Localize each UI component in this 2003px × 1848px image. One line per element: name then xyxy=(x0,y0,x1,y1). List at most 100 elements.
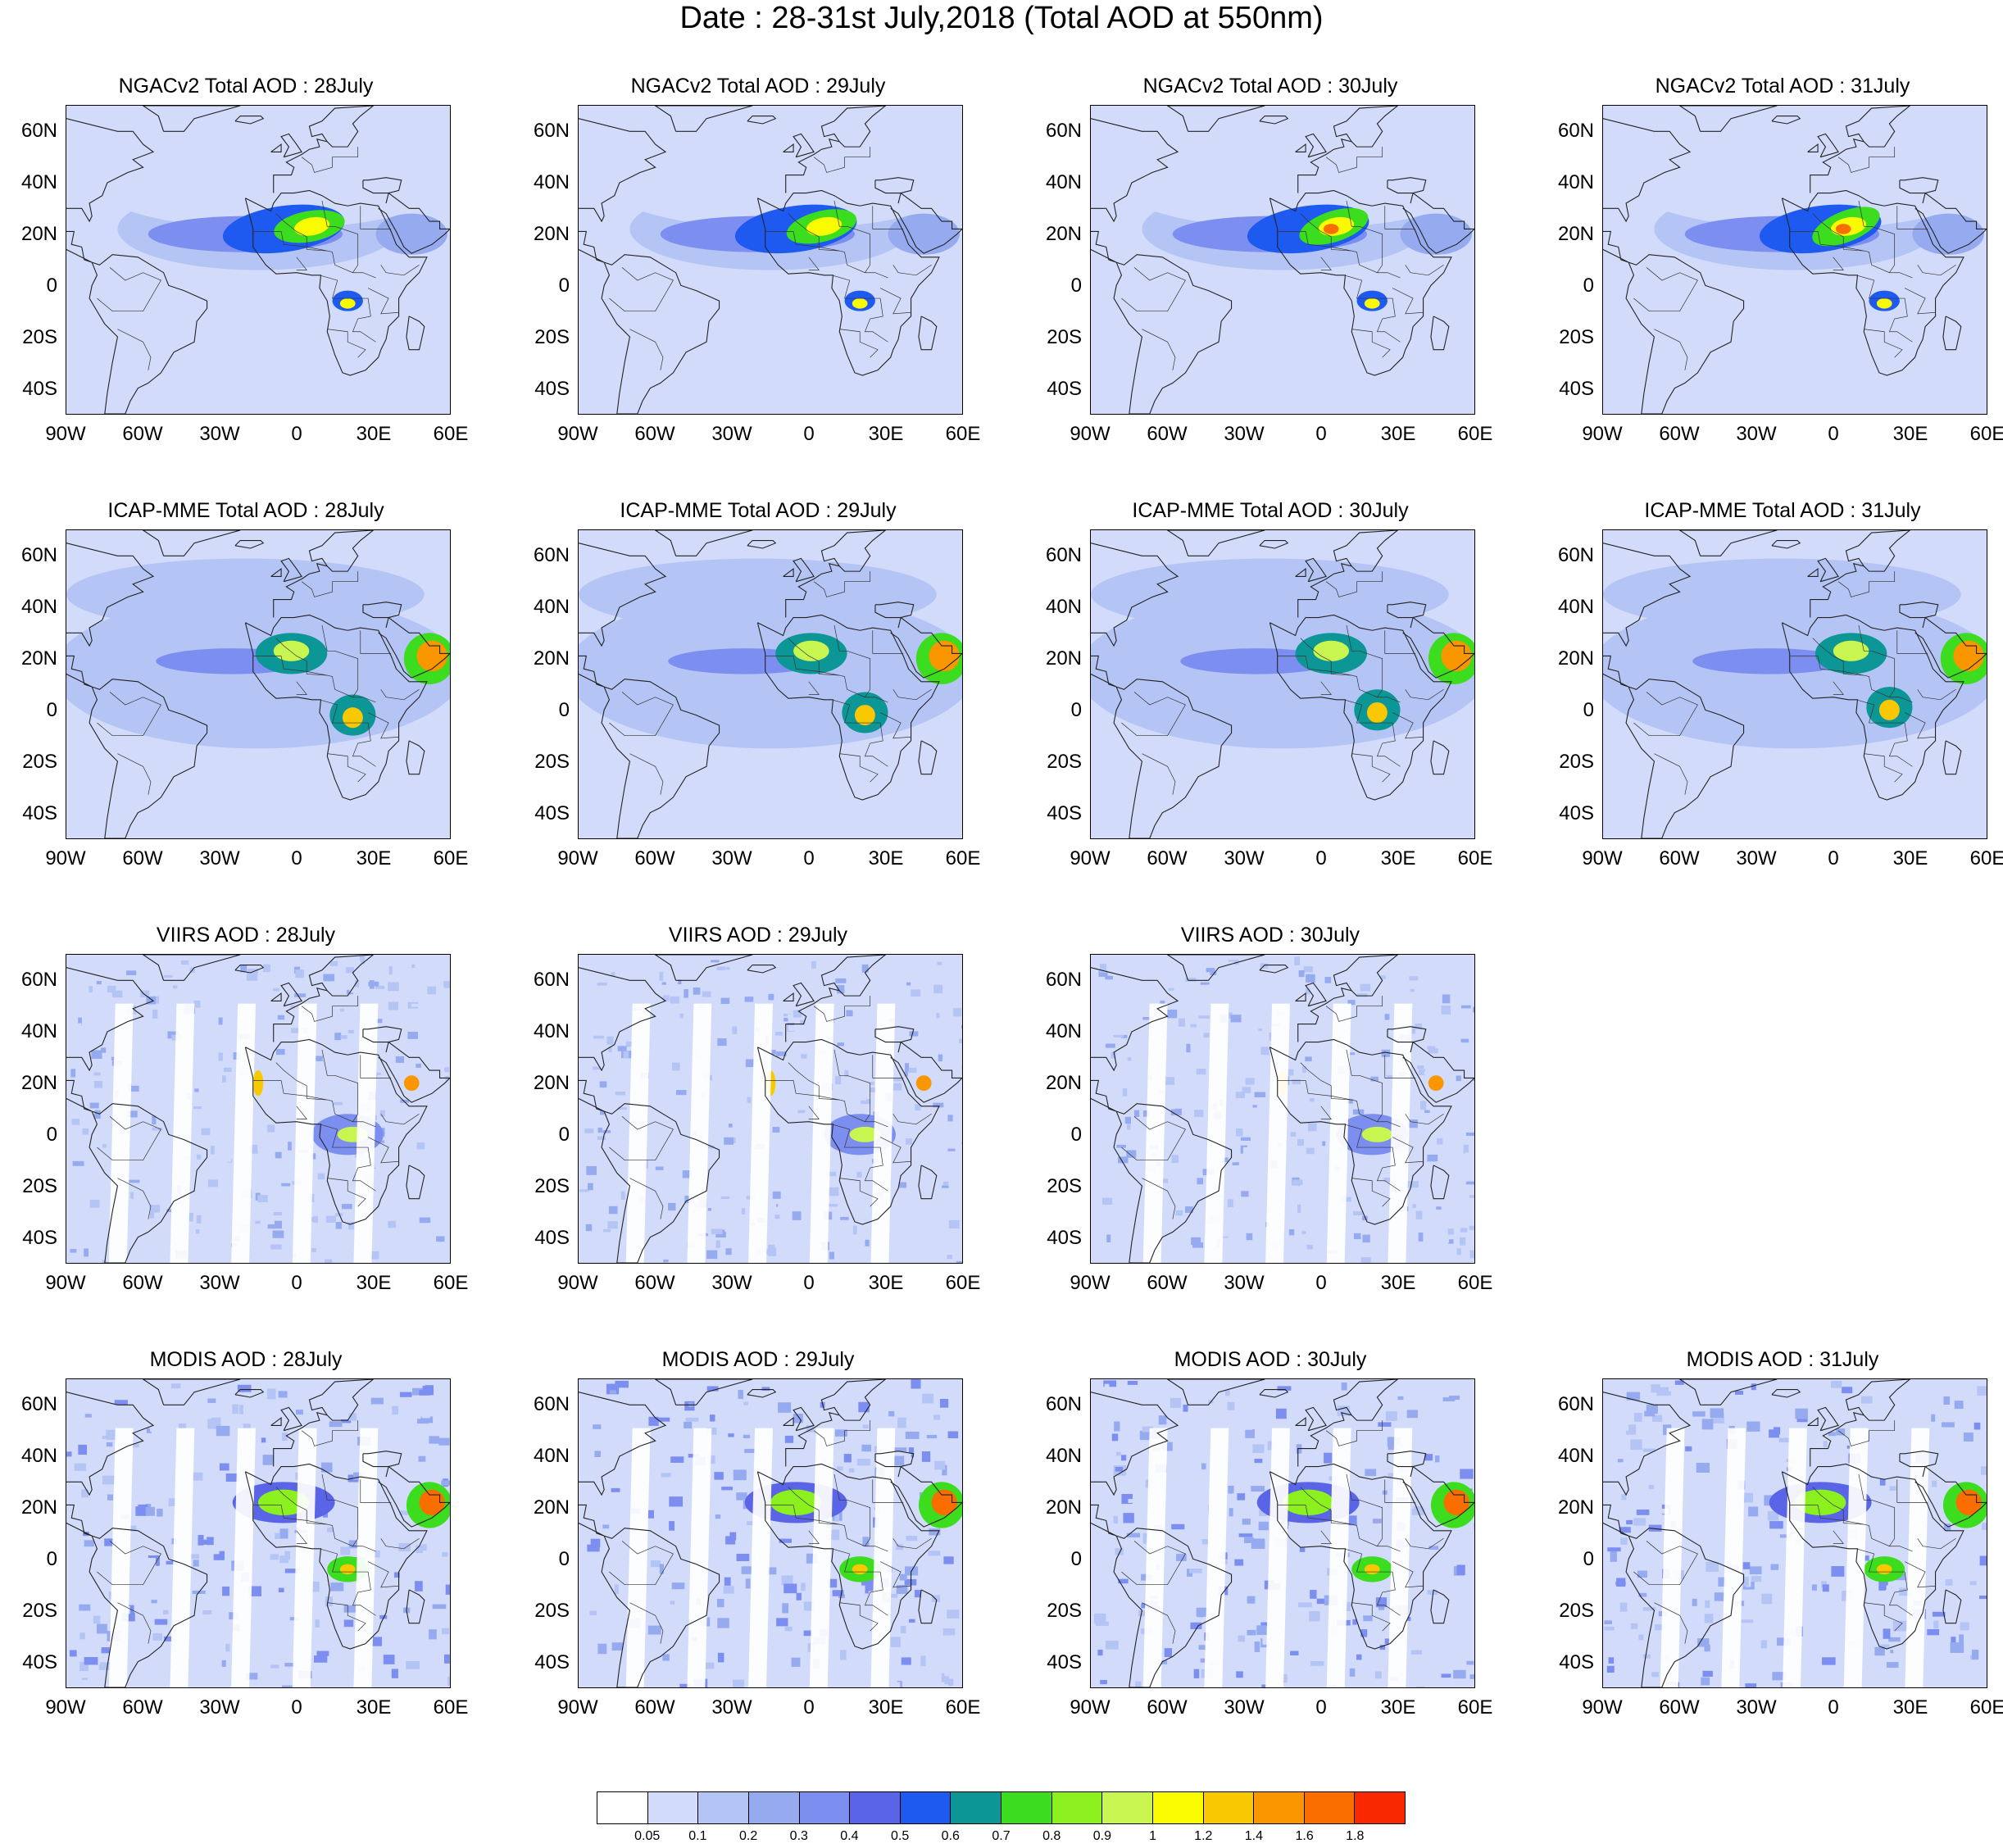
colorbar xyxy=(597,1791,1406,1824)
lon-tick-label: 0 xyxy=(803,1272,815,1294)
lat-tick-label: 0 xyxy=(1583,274,1594,297)
lat-tick-label: 60N xyxy=(20,1392,57,1415)
lon-tick-label: 0 xyxy=(803,1696,815,1719)
coastlines xyxy=(1091,106,1474,414)
lat-tick-label: 40S xyxy=(1047,377,1082,400)
lat-tick-label: 20S xyxy=(1559,325,1594,348)
map-panel: MODIS AOD : 30July 60N 40N 20N 0 20S 40S 90W 60W… xyxy=(1024,1346,1508,1764)
lon-tick-label: 30E xyxy=(1380,423,1416,445)
lat-tick-label: 40S xyxy=(1047,1226,1082,1249)
map-plot xyxy=(1602,1378,1987,1688)
map-plot xyxy=(578,529,963,839)
lon-tick-label: 0 xyxy=(1315,423,1327,445)
lon-tick-label: 30E xyxy=(356,1696,392,1719)
map-panel: MODIS AOD : 28July 60N 40N 20N 0 20S 40S 90W 60W… xyxy=(0,1346,484,1764)
colorbar-label: 0.8 xyxy=(1042,1829,1061,1843)
lon-tick-label: 60E xyxy=(433,423,469,445)
panel-title: MODIS AOD : 28July xyxy=(149,1348,343,1371)
lat-tick-label: 40S xyxy=(1559,1650,1594,1673)
lat-tick-label: 40S xyxy=(534,1650,570,1673)
map-canvas xyxy=(66,530,450,838)
colorbar-swatch xyxy=(900,1792,952,1823)
lat-tick-label: 0 xyxy=(1583,1547,1594,1570)
colorbar-swatch xyxy=(1254,1792,1305,1823)
lon-tick-label: 30W xyxy=(199,847,240,870)
lon-tick-label: 90W xyxy=(1582,1696,1623,1719)
colorbar-swatch xyxy=(597,1792,648,1823)
lon-tick-label: 30E xyxy=(868,847,904,870)
country-borders xyxy=(609,571,932,795)
panel-title: VIIRS AOD : 29July xyxy=(668,924,848,947)
lon-tick-label: 30W xyxy=(1224,1272,1265,1294)
lon-tick-label: 0 xyxy=(1828,423,1839,445)
lat-tick-label: 60N xyxy=(1045,1392,1082,1415)
country-borders xyxy=(1633,571,1956,795)
map-canvas xyxy=(66,106,450,414)
lon-tick-label: 30W xyxy=(1224,423,1265,445)
lat-tick-label: 0 xyxy=(46,274,57,297)
lon-tick-label: 60E xyxy=(1457,1272,1493,1294)
lon-tick-label: 90W xyxy=(1582,423,1623,445)
map-canvas xyxy=(1091,955,1474,1263)
lon-tick-label: 0 xyxy=(291,1272,302,1294)
lat-tick-label: 0 xyxy=(558,1123,570,1146)
lat-tick-label: 0 xyxy=(1070,274,1082,297)
lat-tick-label: 20N xyxy=(1045,1071,1082,1094)
lat-tick-label: 40N xyxy=(1557,595,1594,618)
panel-title: NGACv2 Total AOD : 29July xyxy=(630,75,886,98)
panel-title: ICAP-MME Total AOD : 31July xyxy=(1644,499,1921,522)
country-borders xyxy=(1121,147,1444,370)
lat-tick-label: 40N xyxy=(533,1019,570,1042)
lon-tick-label: 90W xyxy=(557,423,598,445)
lon-tick-label: 30E xyxy=(1380,1272,1416,1294)
panel-title: MODIS AOD : 31July xyxy=(1686,1348,1879,1371)
map-canvas xyxy=(579,955,962,1263)
country-borders xyxy=(1121,571,1444,795)
lon-tick-label: 60E xyxy=(1969,847,2003,870)
lat-tick-label: 20S xyxy=(1047,1174,1082,1197)
lat-tick-label: 40S xyxy=(22,1226,57,1249)
lon-tick-label: 30W xyxy=(711,1696,752,1719)
lat-tick-label: 40N xyxy=(533,595,570,618)
lat-tick-label: 40S xyxy=(1559,801,1594,824)
coastlines xyxy=(66,106,450,414)
map-plot xyxy=(578,954,963,1264)
country-borders xyxy=(97,571,420,795)
colorbar-label: 0.3 xyxy=(789,1829,808,1843)
lat-tick-label: 20S xyxy=(534,325,570,348)
lon-tick-label: 60W xyxy=(122,1272,163,1294)
lat-tick-label: 40S xyxy=(22,801,57,824)
country-borders xyxy=(1633,147,1956,370)
lat-tick-label: 40N xyxy=(1557,170,1594,193)
map-canvas xyxy=(579,1379,962,1687)
colorbar-swatch xyxy=(1152,1792,1204,1823)
lon-tick-label: 90W xyxy=(1582,847,1623,870)
coastlines xyxy=(1603,1379,1987,1687)
map-canvas xyxy=(579,530,962,838)
lat-tick-label: 40N xyxy=(1045,1019,1082,1042)
country-borders xyxy=(609,996,932,1219)
map-canvas xyxy=(1603,530,1987,838)
lon-tick-label: 30W xyxy=(1736,1696,1777,1719)
country-borders xyxy=(1633,1420,1956,1644)
lat-tick-label: 40S xyxy=(1047,801,1082,824)
lat-tick-label: 40N xyxy=(20,170,57,193)
coastlines xyxy=(579,1379,962,1687)
colorbar-swatch xyxy=(1203,1792,1255,1823)
lat-tick-label: 20N xyxy=(1045,647,1082,670)
colorbar-label: 0.1 xyxy=(688,1829,707,1843)
lat-tick-label: 20N xyxy=(533,1071,570,1094)
coastlines xyxy=(1603,106,1987,414)
lat-tick-label: 60N xyxy=(1045,543,1082,566)
map-canvas xyxy=(1091,106,1474,414)
map-panel: NGACv2 Total AOD : 30July 60N 40N 20N 0 20S 40… xyxy=(1024,72,1508,490)
lon-tick-label: 60W xyxy=(1147,1272,1188,1294)
lon-tick-label: 60E xyxy=(945,1272,981,1294)
lon-tick-label: 0 xyxy=(291,423,302,445)
lat-tick-label: 40N xyxy=(1557,1444,1594,1467)
map-canvas xyxy=(1091,1379,1474,1687)
lat-tick-label: 20S xyxy=(22,325,57,348)
lon-tick-label: 30E xyxy=(1380,847,1416,870)
coastlines xyxy=(66,955,450,1263)
lon-tick-label: 30E xyxy=(1892,423,1928,445)
